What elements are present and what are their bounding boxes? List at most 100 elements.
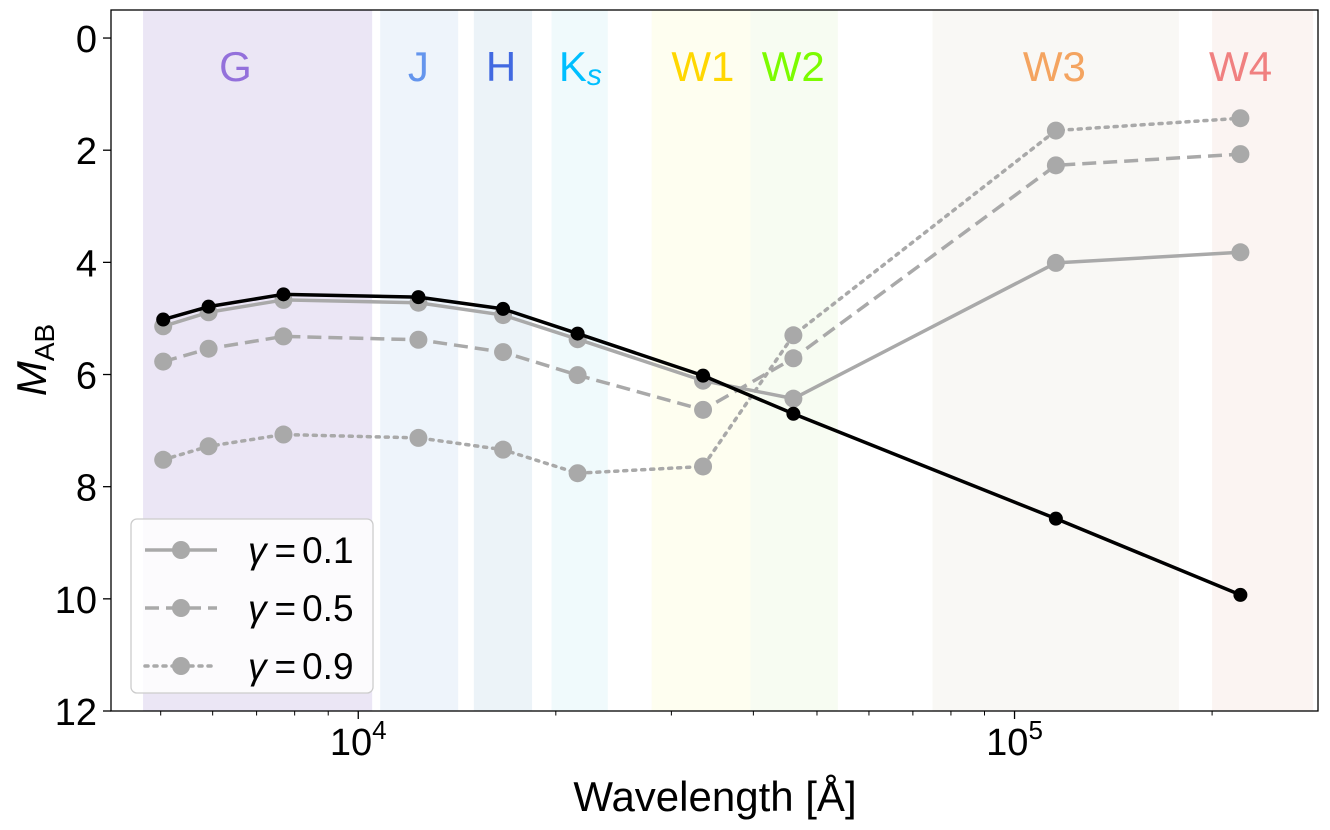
data-point (696, 368, 711, 383)
legend-label: γ = 0.1 (248, 530, 354, 571)
data-point (496, 301, 511, 316)
data-point (156, 312, 171, 327)
band-w3 (932, 10, 1179, 711)
data-point (274, 425, 293, 444)
y-tick-label: 2 (76, 131, 97, 173)
legend-symbol: γ (248, 588, 269, 629)
band-label-j: J (408, 43, 429, 90)
band-label-w2: W2 (762, 43, 825, 90)
band-label-text: J (408, 43, 429, 90)
band-w4 (1212, 10, 1314, 711)
band-label-w4: W4 (1209, 43, 1272, 90)
data-point (694, 400, 713, 419)
series-gamma-0.5 (154, 145, 1250, 419)
y-tick-label: 6 (76, 356, 97, 398)
data-point (1046, 121, 1065, 140)
data-point (409, 330, 428, 349)
data-point (154, 352, 173, 371)
svg-text:MAB: MAB (8, 324, 60, 396)
y-tick-label: 8 (76, 468, 97, 510)
legend-equals: = (275, 588, 297, 629)
x-tick-label-exponent: 5 (1028, 715, 1042, 745)
data-point (1046, 253, 1065, 272)
data-point (1231, 243, 1250, 262)
legend-equals: = (275, 646, 297, 687)
data-point (570, 326, 585, 341)
series-layer (154, 109, 1250, 602)
band-label-h: H (486, 43, 516, 90)
data-point (409, 428, 428, 447)
data-point (199, 339, 218, 358)
series-line (162, 250, 1241, 401)
legend: γ = 0.1γ = 0.5γ = 0.9 (130, 518, 374, 694)
band-label-text: G (219, 43, 252, 90)
x-tick-label: 105 (986, 715, 1043, 764)
band-j (380, 10, 459, 711)
y-tick-label: 0 (76, 19, 97, 61)
x-tick-label-base: 10 (986, 722, 1028, 764)
series-black (156, 287, 1248, 602)
legend-value: 0.9 (302, 646, 353, 687)
band-label-text: W3 (1023, 43, 1086, 90)
data-point (1231, 109, 1250, 128)
data-point (201, 299, 216, 314)
data-point (568, 366, 587, 385)
data-point (1231, 145, 1250, 164)
x-tick-label-base: 10 (330, 722, 372, 764)
x-axis-label: Wavelength [Å] (573, 773, 856, 820)
data-point (274, 327, 293, 346)
band-label-text: W2 (762, 43, 825, 90)
data-point (1046, 156, 1065, 175)
legend-symbol: γ (248, 646, 269, 687)
band-label-text: H (486, 43, 516, 90)
x-axis: 104 105 (160, 711, 1213, 764)
y-tick-label: 12 (55, 692, 97, 734)
y-axis-label-main: M (8, 361, 55, 396)
data-point (494, 440, 513, 459)
band-label-g: G (219, 43, 252, 90)
band-ks (551, 10, 608, 711)
data-point (568, 464, 587, 483)
series-gamma-0.9 (154, 109, 1250, 483)
band-label-text: W1 (671, 43, 734, 90)
legend-marker (172, 657, 190, 675)
x-tick-label-exponent: 4 (372, 715, 386, 745)
series-line (162, 152, 1241, 412)
data-point (784, 349, 803, 368)
data-point (694, 457, 713, 476)
legend-box (130, 518, 374, 694)
series-line (162, 292, 1242, 597)
legend-label: γ = 0.9 (248, 646, 354, 687)
data-point (494, 343, 513, 362)
band-label-text: W4 (1209, 43, 1272, 90)
y-tick-label: 4 (76, 243, 97, 285)
legend-value: 0.5 (302, 588, 353, 629)
data-point (1233, 587, 1248, 602)
band-label-ks: Ks (559, 43, 602, 92)
y-axis-label-sub: AB (29, 324, 60, 361)
band-labels: G J H Ks W1 W2 W3 W4 (219, 43, 1272, 92)
data-point (1048, 511, 1063, 526)
legend-equals: = (275, 530, 297, 571)
data-point (154, 450, 173, 469)
data-point (784, 326, 803, 345)
legend-marker (172, 541, 190, 559)
legend-marker (172, 599, 190, 617)
band-w1 (651, 10, 751, 711)
legend-label: γ = 0.5 (248, 588, 354, 629)
legend-symbol: γ (248, 530, 269, 571)
data-point (786, 406, 801, 421)
legend-value: 0.1 (302, 530, 353, 571)
y-tick-label: 10 (55, 580, 97, 622)
plot-frame (110, 9, 1319, 712)
data-point (199, 437, 218, 456)
band-label-subscript: s (587, 59, 602, 92)
band-label-w3: W3 (1023, 43, 1086, 90)
series-line (161, 116, 1243, 475)
data-point (276, 287, 291, 302)
band-label-text: K (559, 43, 587, 90)
x-tick-label: 104 (330, 715, 387, 764)
data-point (784, 389, 803, 408)
band-regions (143, 10, 1314, 711)
